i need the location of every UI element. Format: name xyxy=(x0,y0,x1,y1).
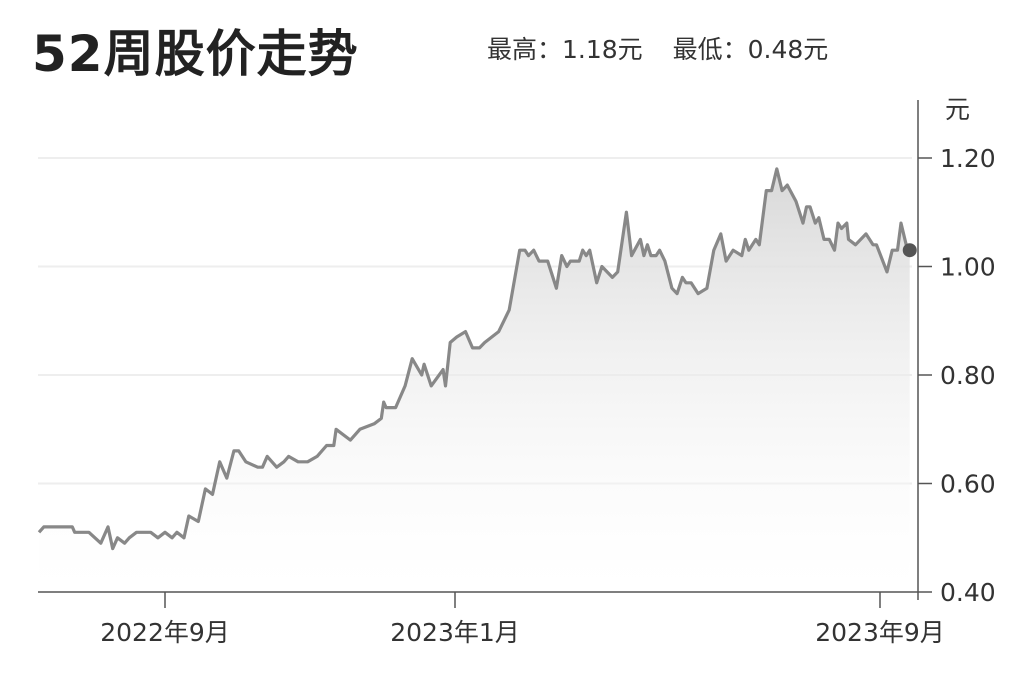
last-price-marker xyxy=(902,243,917,258)
y-axis-ticks: 1.20 1.00 0.80 0.60 0.40 xyxy=(918,144,996,607)
y-tick-label: 1.00 xyxy=(940,253,996,282)
y-tick-label: 0.40 xyxy=(940,578,996,607)
x-axis-ticks: 2022年9月 2023年1月 2023年9月 xyxy=(100,592,945,647)
y-tick-label: 0.80 xyxy=(940,361,996,390)
y-tick-label: 1.20 xyxy=(940,144,996,173)
chart-title: 52周股价走势 xyxy=(32,25,359,83)
x-tick-label: 2023年1月 xyxy=(390,618,520,647)
price-stats: 最高：1.18元 最低：0.48元 xyxy=(487,30,850,66)
y-tick-label: 0.60 xyxy=(940,470,996,499)
x-tick-label: 2023年9月 xyxy=(815,618,945,647)
high-price-label: 最高：1.18元 xyxy=(487,35,643,64)
price-area-fill xyxy=(39,168,910,590)
y-axis-unit-label: 元 xyxy=(945,95,970,124)
x-tick-label: 2022年9月 xyxy=(100,618,230,647)
price-line xyxy=(37,167,912,551)
low-price-label: 最低：0.48元 xyxy=(672,35,829,64)
